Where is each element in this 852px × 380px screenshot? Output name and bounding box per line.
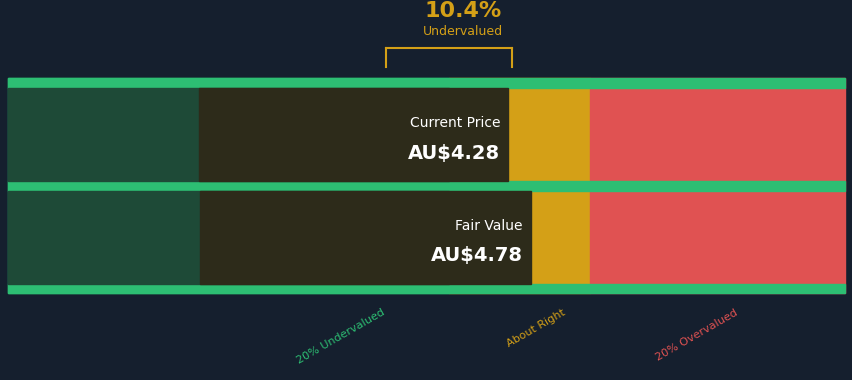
- Bar: [199, 88, 508, 181]
- Bar: [8, 78, 844, 88]
- Text: Fair Value: Fair Value: [455, 219, 522, 233]
- Text: 10.4%: 10.4%: [424, 1, 501, 21]
- Text: AU$4.28: AU$4.28: [407, 144, 499, 163]
- Bar: [8, 181, 844, 191]
- Text: AU$4.78: AU$4.78: [430, 246, 522, 265]
- Bar: [8, 78, 448, 293]
- Bar: [8, 283, 844, 293]
- Bar: [199, 191, 530, 283]
- Text: 20% Overvalued: 20% Overvalued: [653, 307, 738, 363]
- Text: 20% Undervalued: 20% Undervalued: [295, 307, 386, 366]
- Bar: [8, 191, 448, 283]
- Bar: [448, 78, 589, 293]
- Text: About Right: About Right: [504, 307, 567, 349]
- Bar: [8, 88, 448, 181]
- Text: Undervalued: Undervalued: [423, 25, 503, 38]
- Text: Current Price: Current Price: [409, 116, 499, 130]
- Bar: [589, 78, 844, 293]
